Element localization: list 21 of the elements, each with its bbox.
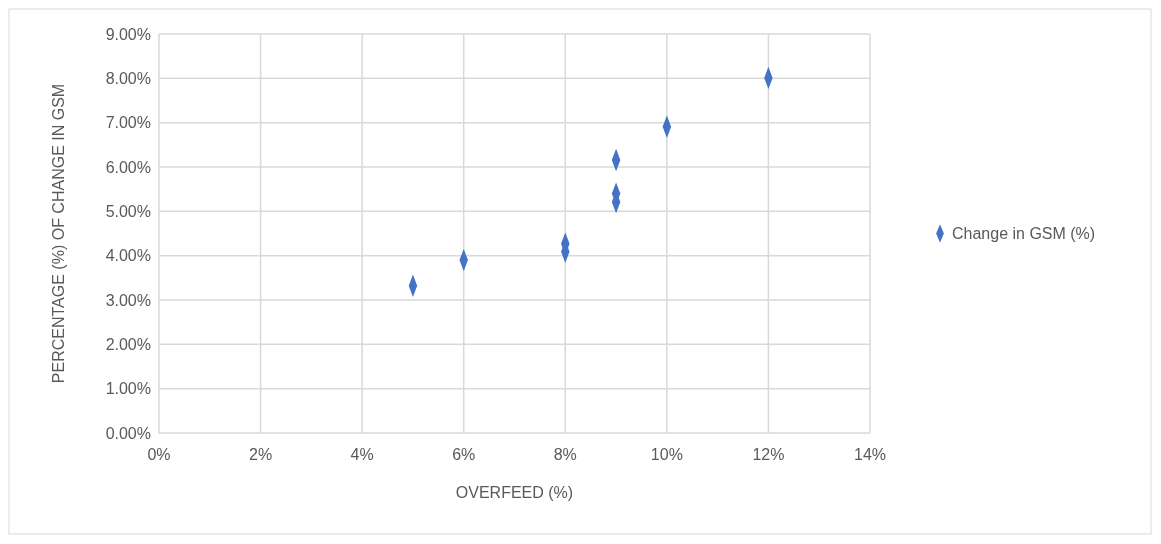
x-tick-label: 12% (752, 446, 785, 463)
x-tick-label: 6% (452, 446, 476, 463)
x-tick-label: 2% (249, 446, 273, 463)
y-tick-label: 8.00% (105, 69, 151, 87)
y-tick-label: 2.00% (105, 335, 151, 353)
x-tick-label: 10% (650, 446, 683, 463)
x-tick-label: 14% (853, 446, 887, 463)
y-tick-label: 0.00% (105, 424, 151, 442)
x-tick-label: 8% (553, 446, 577, 463)
y-tick-label: 7.00% (105, 114, 151, 132)
y-axis-title: PERCENTAGE (%) OF CHANGE IN GSM (50, 83, 67, 384)
x-tick-label: 0% (147, 446, 171, 463)
legend-label: Change in GSM (%) (952, 225, 1096, 243)
y-tick-label: 4.00% (105, 247, 151, 265)
x-tick-label: 4% (350, 446, 374, 463)
x-axis-title: OVERFEED (%) (455, 484, 574, 501)
y-tick-label: 5.00% (105, 202, 151, 220)
y-tick-label: 9.00% (105, 25, 151, 43)
y-tick-label: 3.00% (105, 291, 151, 309)
y-tick-label: 1.00% (105, 380, 151, 398)
y-tick-label: 6.00% (105, 158, 151, 176)
